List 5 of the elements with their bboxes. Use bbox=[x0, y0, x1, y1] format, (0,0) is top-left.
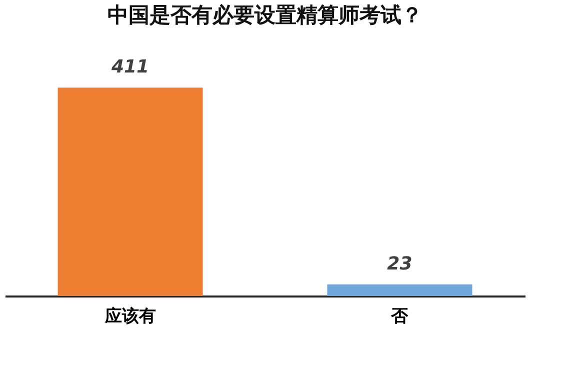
data-label: 23 bbox=[387, 253, 412, 274]
x-tick-label: 应该有 bbox=[104, 306, 156, 326]
data-label: 411 bbox=[110, 56, 150, 78]
chart-title: 中国是否有必要设置精算师考试？ bbox=[108, 3, 422, 27]
x-tick-label: 否 bbox=[390, 306, 410, 326]
